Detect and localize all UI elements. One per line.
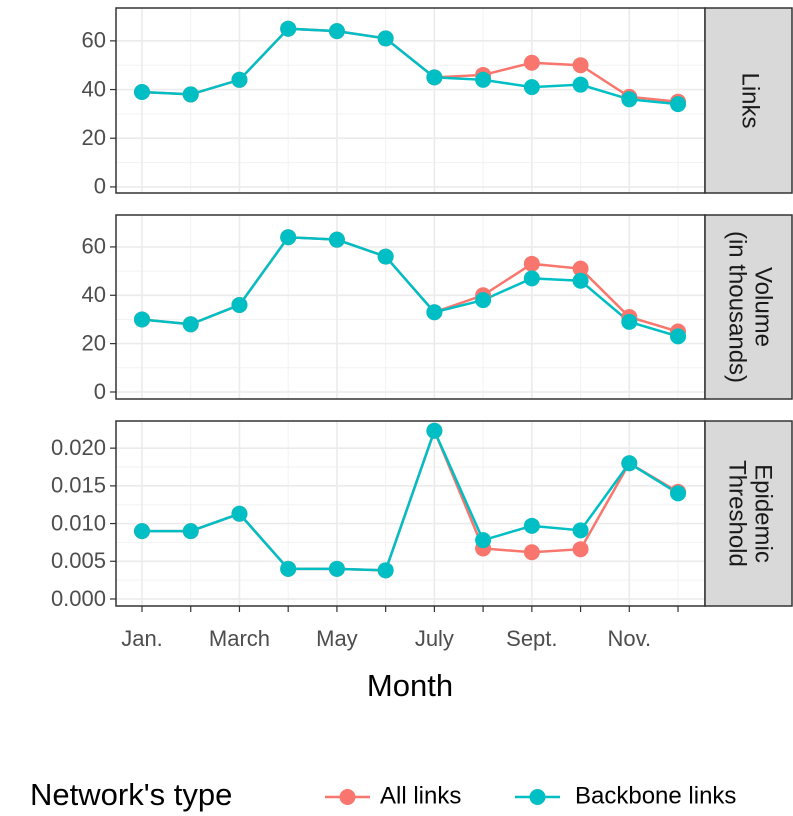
data-point: [134, 311, 150, 328]
data-point: [426, 304, 443, 321]
data-point: [377, 30, 394, 47]
panel-background: [116, 421, 705, 606]
data-point: [328, 231, 345, 248]
strip-label: Epidemic: [750, 464, 777, 563]
data-point: [475, 292, 492, 309]
x-tick-label: July: [415, 626, 454, 651]
data-point: [134, 83, 150, 100]
data-point: [280, 20, 297, 37]
x-tick-label: May: [316, 626, 358, 651]
strip: [704, 214, 793, 400]
y-tick-label: 0: [94, 174, 106, 199]
data-point: [377, 562, 394, 579]
data-point: [572, 522, 589, 539]
y-tick-label: 60: [82, 28, 106, 53]
data-point: [182, 86, 199, 103]
y-tick-label: 20: [82, 125, 106, 150]
data-point: [523, 54, 540, 71]
data-point: [572, 260, 589, 277]
data-point: [670, 485, 687, 502]
strip-text-group: Links: [737, 72, 764, 128]
data-point: [523, 270, 540, 287]
data-point: [572, 57, 589, 74]
series-line: [142, 427, 679, 572]
data-point: [231, 71, 248, 88]
data-point: [328, 560, 345, 577]
data-point: [670, 96, 687, 113]
y-tick-label: 0: [94, 379, 106, 404]
data-point: [621, 313, 638, 330]
y-tick-label: 0.015: [51, 473, 106, 498]
legend-point: [529, 789, 546, 805]
data-point: [426, 69, 443, 86]
x-tick-label: Jan.: [121, 626, 163, 651]
strip: [704, 7, 793, 194]
legend-label: All links: [380, 782, 461, 809]
data-point: [572, 541, 589, 558]
y-tick-label: 40: [82, 76, 106, 101]
strip-label: Volume: [750, 267, 777, 347]
strip-label: Links: [737, 72, 764, 128]
data-point: [280, 560, 297, 577]
series-line: [141, 235, 679, 338]
y-tick-label: 20: [82, 330, 106, 355]
legend-label: Backbone links: [575, 782, 736, 809]
data-point: [377, 248, 394, 265]
strip-label: (in thousands): [724, 231, 751, 383]
strip-text-group: Volume(in thousands): [724, 231, 777, 383]
strip-label: Threshold: [724, 460, 751, 567]
data-point: [134, 523, 150, 540]
data-point: [523, 517, 540, 534]
data-point: [523, 255, 540, 272]
data-point: [523, 79, 540, 96]
data-point: [328, 23, 345, 40]
data-point: [231, 296, 248, 313]
strip: [704, 420, 793, 607]
data-point: [621, 91, 638, 108]
y-tick-label: 0.005: [51, 548, 106, 573]
y-tick-label: 40: [82, 282, 106, 307]
data-point: [182, 316, 199, 333]
data-point: [182, 523, 199, 540]
panel-background: [116, 215, 705, 399]
data-point: [572, 76, 589, 93]
data-point: [231, 505, 248, 522]
x-axis-label: Month: [367, 668, 453, 703]
data-point: [475, 532, 492, 549]
y-tick-label: 0.000: [51, 586, 106, 611]
y-tick-label: 0.010: [51, 510, 106, 535]
y-tick-label: 60: [82, 234, 106, 259]
legend-point: [339, 789, 356, 805]
x-tick-label: Sept.: [506, 626, 557, 651]
x-tick-label: Nov.: [607, 626, 651, 651]
data-point: [670, 328, 687, 345]
data-point: [426, 422, 443, 439]
data-point: [621, 455, 638, 472]
y-tick-label: 0.020: [51, 435, 106, 460]
data-point: [572, 272, 589, 289]
legend-title: Network's type: [30, 777, 232, 812]
data-point: [523, 544, 540, 561]
data-point: [280, 229, 297, 246]
data-point: [475, 71, 492, 88]
series-line: [141, 27, 679, 106]
x-tick-label: March: [209, 626, 270, 651]
panel-background: [116, 8, 705, 193]
